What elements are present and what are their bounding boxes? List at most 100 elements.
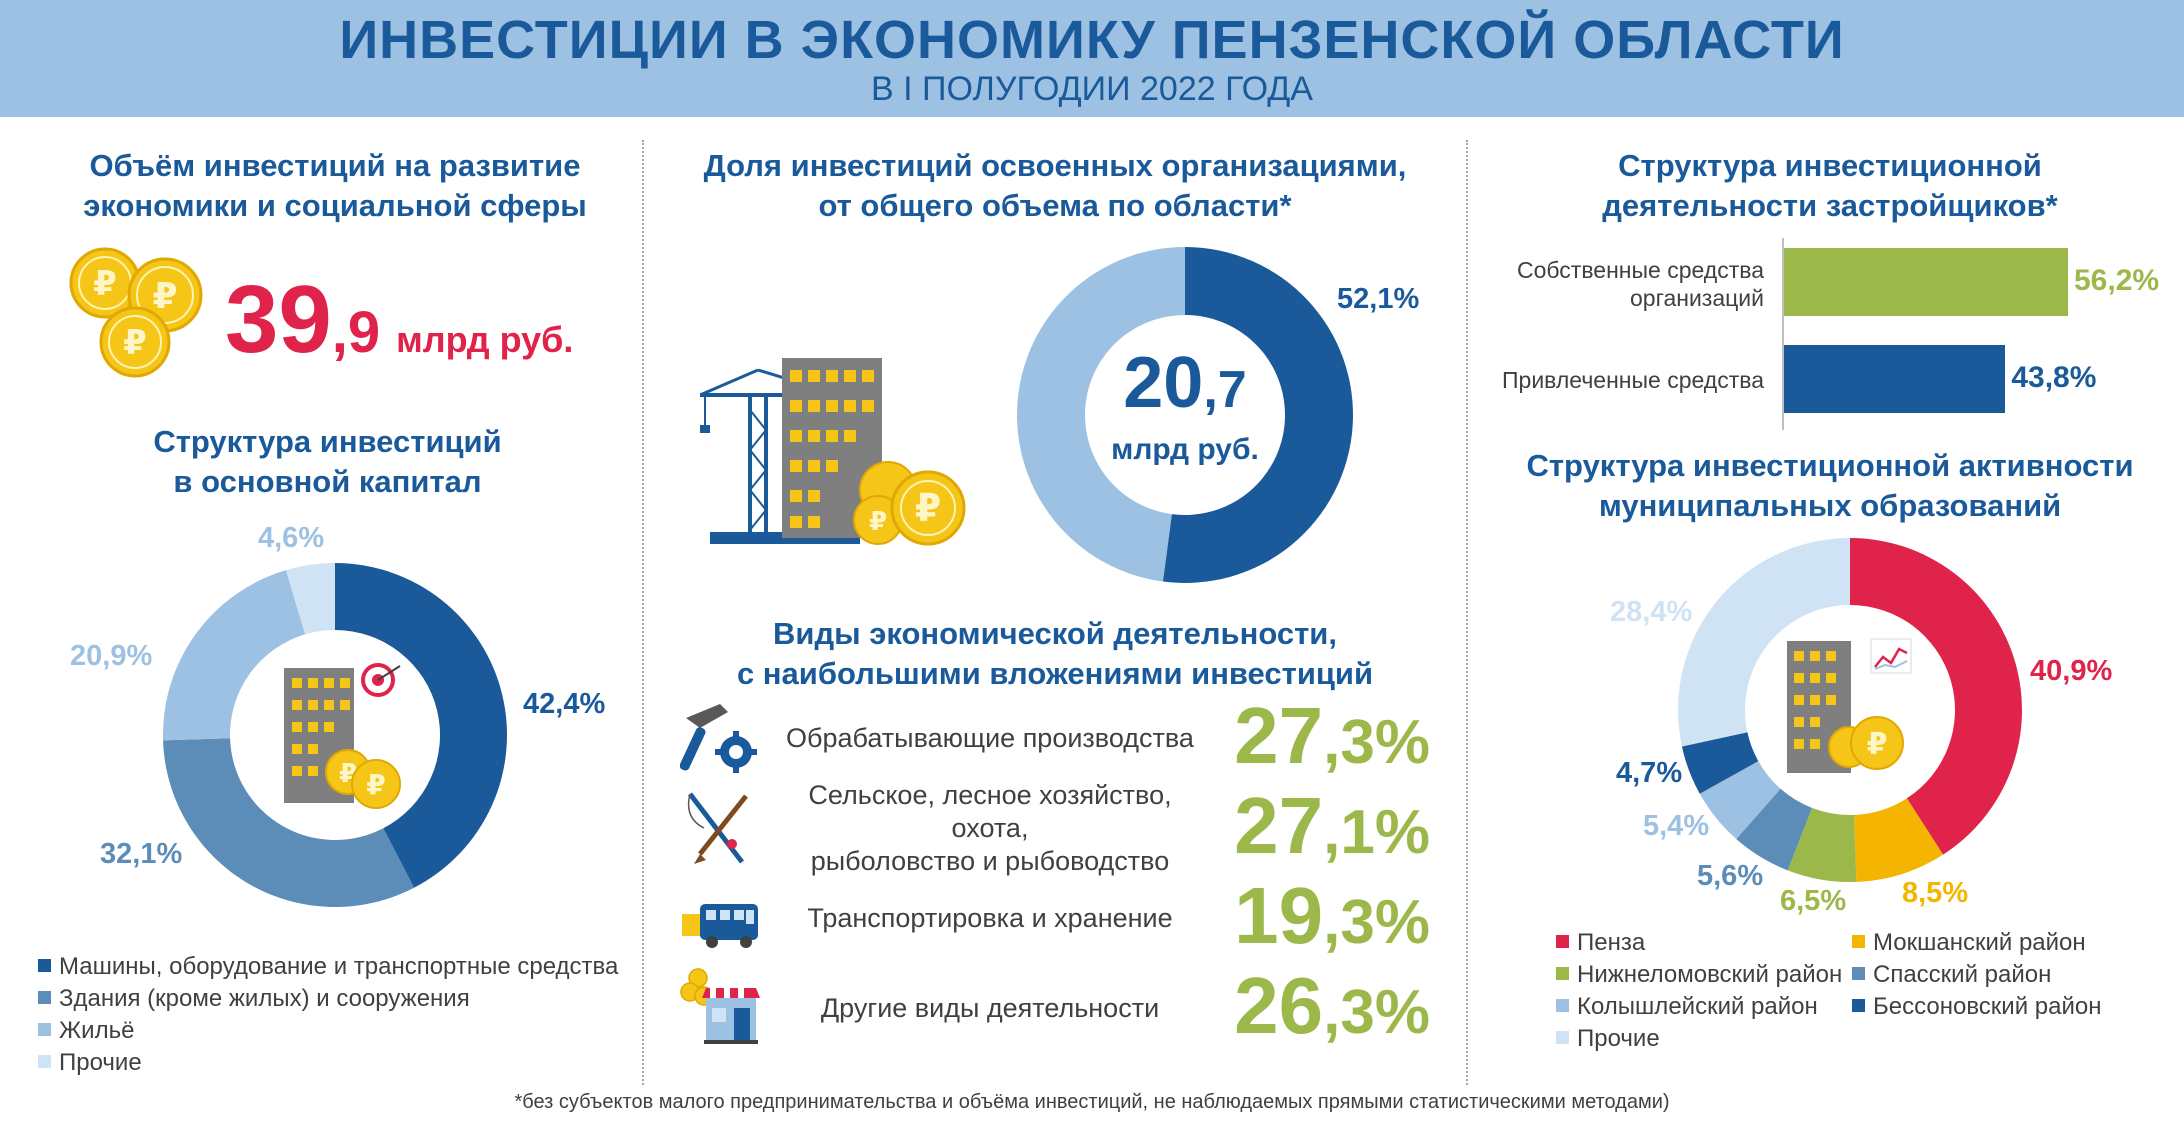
- bar-category-own: Собственные средства организаций: [1480, 256, 1764, 312]
- activity-value-dec: ,1%: [1323, 798, 1430, 867]
- developers-title: Структура инвестиционной деятельности за…: [1480, 146, 2180, 226]
- developers-title-line2: деятельности застройщиков*: [1602, 188, 2058, 223]
- capital-slice-label-buildings: 32,1%: [100, 838, 183, 870]
- legend-label: Нижнеломовский район: [1577, 961, 1843, 988]
- activity-value-int: 27: [1234, 781, 1324, 870]
- capital-slice-label-housing: 20,9%: [70, 640, 153, 672]
- column-divider-right: [1466, 140, 1468, 1085]
- activity-value-dec: ,3%: [1323, 708, 1430, 777]
- legend-swatch: [1556, 1031, 1569, 1044]
- share-center-dec: ,7: [1203, 361, 1247, 419]
- capital-structure-donut: [163, 563, 507, 907]
- volume-value-int: 39: [225, 266, 332, 373]
- capital-title-line2: в основной капитал: [173, 464, 482, 499]
- legend-item-housing: Жильё: [38, 1017, 134, 1045]
- bar-category-line: организаций: [1629, 285, 1764, 311]
- legend-swatch: [1556, 935, 1569, 948]
- construction-building-icon: ₽ ₽: [700, 358, 966, 546]
- capital-slice-0: [335, 563, 507, 888]
- share-center-value: 20,7 млрд руб.: [1085, 343, 1285, 470]
- header-banner: ИНВЕСТИЦИИ В ЭКОНОМИКУ ПЕНЗЕНСКОЙ ОБЛАСТ…: [0, 0, 2184, 117]
- bar-own-funds: [1784, 248, 2068, 316]
- capital-structure-title: Структура инвестиций в основной капитал: [30, 422, 625, 502]
- capital-slice-label-other: 4,6%: [258, 522, 325, 554]
- page-subtitle: В I ПОЛУГОДИИ 2022 ГОДА: [871, 70, 1313, 108]
- capital-slice-2: [163, 570, 306, 741]
- activity-label: Транспортировка и хранение: [770, 876, 1210, 960]
- footnote: *без субъектов малого предпринимательств…: [514, 1091, 1670, 1113]
- municipal-title: Структура инвестиционной активности муни…: [1480, 446, 2180, 526]
- bar-axis: [1782, 238, 1784, 430]
- svg-text:₽: ₽: [1867, 728, 1888, 761]
- legend-swatch: [38, 1023, 51, 1036]
- activity-row-agriculture: Сельское, лесное хозяйство, охота, рыболо…: [680, 780, 1440, 876]
- building-target-icon: ₽ ₽: [284, 663, 401, 809]
- legend-label: Жильё: [59, 1017, 135, 1044]
- legend-label: Бессоновский район: [1873, 993, 2102, 1020]
- activity-row-transport: Транспортировка и хранение 19,3%: [680, 871, 1440, 960]
- activity-label: Сельское, лесное хозяйство, охота, рыболо…: [770, 780, 1210, 876]
- share-title-line1: Доля инвестиций освоенных организациями,: [703, 148, 1407, 183]
- activities-title-line2: с наибольшими вложениями инвестиций: [736, 656, 1374, 691]
- legend-item-buildings: Здания (кроме жилых) и сооружения: [38, 985, 470, 1013]
- legend-label: Прочие: [1577, 1025, 1660, 1052]
- legend-label: Пенза: [1577, 929, 1646, 956]
- legend-swatch: [1852, 935, 1865, 948]
- municipal-slice-0: [1850, 538, 2022, 855]
- share-title: Доля инвестиций освоенных организациями,…: [650, 146, 1460, 226]
- activity-value-int: 19: [1234, 871, 1324, 960]
- capital-title-line1: Структура инвестиций: [153, 424, 502, 459]
- svg-text:₽: ₽: [123, 324, 147, 362]
- share-center-unit: млрд руб.: [1111, 433, 1259, 466]
- activity-label-line1: Обрабатывающие производства: [786, 722, 1194, 753]
- legend-item-bessonov: Бессоновский район: [1852, 993, 2101, 1021]
- volume-title: Объём инвестиций на развитие экономики и…: [30, 146, 640, 226]
- activity-label-line1: Транспортировка и хранение: [807, 902, 1173, 933]
- hammer-gear-icon: [680, 704, 757, 773]
- activity-value: 26,3%: [1234, 960, 1430, 1052]
- legend-swatch: [1556, 967, 1569, 980]
- shop-coins-icon: [680, 968, 760, 1044]
- developers-title-line1: Структура инвестиционной: [1618, 148, 2042, 183]
- svg-text:₽: ₽: [366, 769, 385, 800]
- municipal-slice-3: [1736, 788, 1812, 871]
- activity-label-line1: Сельское, лесное хозяйство, охота,: [808, 779, 1172, 843]
- bar-attracted-funds: [1784, 345, 2006, 413]
- legend-item-other: Прочие: [1556, 1025, 1660, 1053]
- municipal-label-other: 28,4%: [1610, 596, 1693, 628]
- municipal-slice-4: [1699, 761, 1781, 840]
- municipal-slice-6: [1678, 538, 1850, 747]
- bus-icon: [682, 904, 758, 948]
- municipal-slice-2: [1787, 807, 1857, 882]
- municipal-label-mokshan: 8,5%: [1902, 877, 1969, 909]
- volume-title-line2: экономики и социальной сферы: [83, 188, 587, 223]
- legend-label: Машины, оборудование и транспортные сред…: [59, 953, 619, 980]
- volume-value-unit: млрд руб.: [396, 319, 574, 360]
- share-title-line2: от общего объема по области*: [818, 188, 1292, 223]
- volume-title-line1: Объём инвестиций на развитие: [89, 148, 581, 183]
- column-divider-left: [642, 140, 644, 1085]
- legend-label: Спасский район: [1873, 961, 2052, 988]
- bar-category-line: Собственные средства: [1516, 257, 1764, 283]
- svg-text:₽: ₽: [93, 265, 117, 303]
- legend-item-machines: Машины, оборудование и транспортные сред…: [38, 953, 618, 981]
- legend-item-nizhnelomov: Нижнеломовский район: [1556, 961, 1842, 989]
- legend-swatch: [1852, 967, 1865, 980]
- organizations-share-donut: [1016, 247, 1353, 583]
- activity-value-dec: ,3%: [1323, 978, 1430, 1047]
- legend-swatch: [38, 991, 51, 1004]
- municipal-activity-donut: [1678, 538, 2022, 882]
- capital-slice-3: [285, 563, 335, 635]
- municipal-label-spassk: 5,6%: [1697, 860, 1764, 892]
- activity-value: 27,3%: [1234, 690, 1430, 782]
- municipal-title-line1: Структура инвестиционной активности: [1526, 448, 2134, 483]
- activities-title: Виды экономической деятельности, с наибо…: [650, 614, 1460, 694]
- bar-value-own: 56,2%: [2074, 264, 2160, 297]
- bar-category-attracted: Привлеченные средства: [1480, 366, 1764, 394]
- legend-item-penza: Пенза: [1556, 929, 1645, 957]
- municipal-label-bessonov: 4,7%: [1616, 757, 1683, 789]
- building-chart-icon: ₽: [1787, 638, 1912, 773]
- legend-item-kolyshley: Колышлейский район: [1556, 993, 1818, 1021]
- municipal-label-kolyshley: 5,4%: [1643, 810, 1710, 842]
- capital-slice-label-machines: 42,4%: [523, 688, 606, 720]
